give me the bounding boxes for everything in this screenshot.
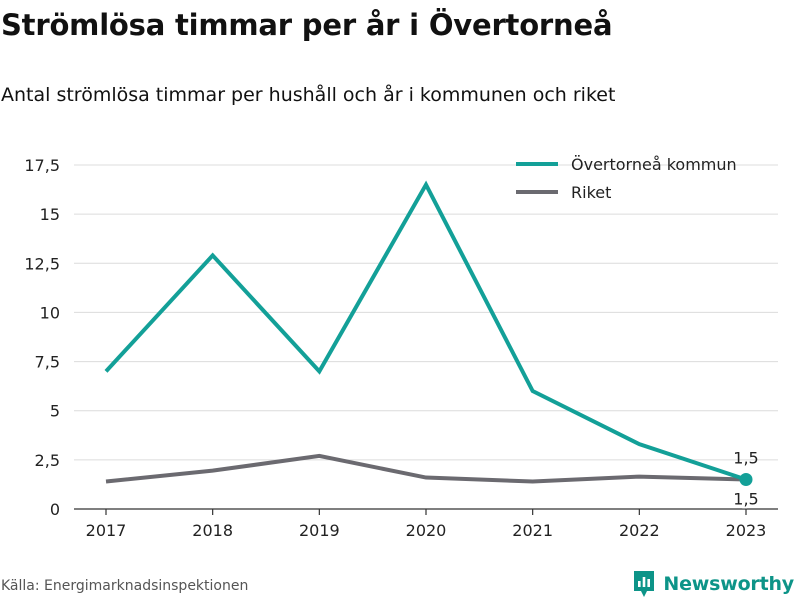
x-tick-label: 2019 [299, 521, 340, 540]
series [104, 180, 753, 487]
x-tick-label: 2023 [726, 521, 767, 540]
data-labels: 1,5 1,5 [731, 449, 760, 511]
end-point-marker [739, 473, 753, 487]
data-label: 1,5 [733, 449, 758, 468]
y-tick-label: 7,5 [35, 353, 60, 372]
x-tick-label: 2020 [406, 521, 447, 540]
series-line-overtornea [104, 180, 747, 482]
y-tick-label: 15 [40, 205, 60, 224]
chart-title: Strömlösa timmar per år i Övertorneå [1, 8, 613, 42]
gridlines [74, 164, 778, 461]
x-tick-label: 2022 [619, 521, 660, 540]
series-line-riket [105, 453, 747, 484]
x-tick-label: 2018 [192, 521, 233, 540]
chart-subtitle: Antal strömlösa timmar per hushåll och å… [1, 84, 616, 106]
newsworthy-logo-icon [634, 571, 655, 597]
brand-name: Newsworthy [663, 573, 794, 595]
axes: 0 2,5 5 7,5 10 12,5 15 17,5 2017 2018 2019 2020 2021… [24, 156, 778, 540]
brand[interactable]: Newsworthy [632, 569, 794, 599]
y-tick-label: 17,5 [24, 156, 60, 175]
legend-label: Övertorneå kommun [571, 155, 737, 174]
legend-label: Riket [571, 183, 611, 202]
source-note: Källa: Energimarknadsinspektionen [1, 578, 249, 594]
x-tick-label: 2017 [86, 521, 127, 540]
y-tick-label: 10 [40, 303, 60, 322]
legend: Övertorneå kommun Riket [516, 155, 737, 202]
y-tick-label: 2,5 [35, 451, 60, 470]
y-tick-label: 5 [50, 402, 60, 421]
data-label: 1,5 [733, 490, 758, 509]
y-tick-label: 0 [50, 500, 60, 519]
x-tick-label: 2021 [512, 521, 553, 540]
y-tick-label: 12,5 [24, 254, 60, 273]
